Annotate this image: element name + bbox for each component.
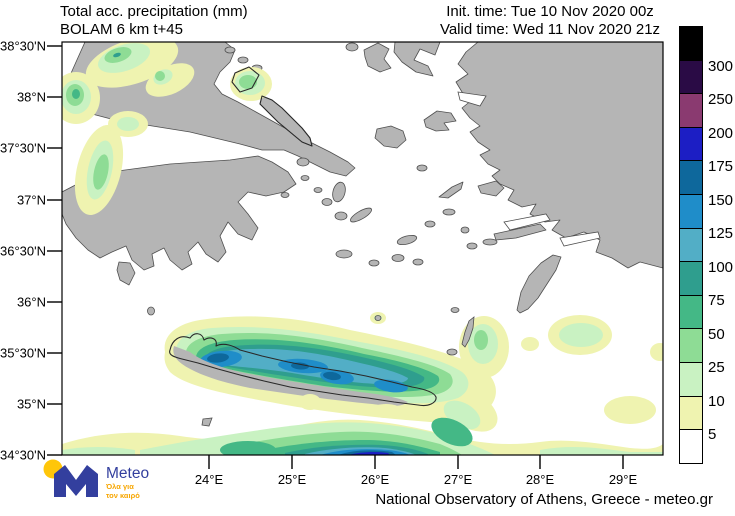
karpathos [461,316,475,348]
valid-time: Valid time: Wed 11 Nov 2020 21z [439,21,661,38]
lat-label: 36°N [17,295,46,310]
colorbar-segment [680,329,702,364]
chios [374,125,407,149]
logo-brand: Meteo [106,465,149,482]
lat-label: 37°30'N [0,141,46,156]
map-title: Total acc. precipitation (mm) [60,3,248,20]
colorbar-segment [680,161,702,196]
colorbar-label: 100 [708,258,734,276]
gulf-inlets [457,91,601,247]
lat-label: 38°30'N [0,39,46,54]
colorbar-segment [680,228,702,263]
colorbar-segment [680,27,702,61]
axis-ticks [47,45,624,469]
coastline-overlays [169,66,437,407]
colorbar-label: 300 [708,57,734,75]
time-block: Init. time: Tue 10 Nov 2020 00z Valid ti… [400,3,700,39]
rhodes [516,254,562,314]
north-aegean-island [393,42,441,77]
lon-label: 24°E [195,472,224,487]
colorbar-segment [680,94,702,128]
islands-over-precip [201,315,475,427]
logo-m-icon [54,465,98,497]
init-time: Init. time: Tue 10 Nov 2020 00z [446,3,654,20]
lon-label: 25°E [278,472,307,487]
colorbar-segment [680,363,702,397]
precip-175-200 [348,451,390,455]
colorbar-label: 25 [708,359,725,376]
lat-label: 35°30'N [0,346,46,361]
model-run-label: BOLAM 6 km t+45 [60,21,183,38]
lemnos [363,42,392,73]
colorbar-label: 75 [708,292,725,309]
lesbos [423,110,457,132]
map-title-block: Total acc. precipitation (mm) BOLAM 6 km… [60,3,248,39]
colorbar-segment [680,430,702,463]
colorbar-label: 50 [708,325,725,343]
colorbar-segment [680,295,702,330]
kasos [446,348,458,356]
lon-label: 27°E [444,472,473,487]
kythira [116,261,136,286]
gavdos [201,417,213,427]
colorbar-label: 5 [708,426,717,443]
colorbar-label: 150 [708,191,734,209]
precip-5-10-extra [299,394,402,418]
lat-label: 38°N [17,90,46,105]
credit-text: National Observatory of Athens, Greece -… [375,491,713,508]
peloponnese [62,155,297,271]
colorbar-label: 250 [708,91,734,108]
santorini [374,315,382,321]
colorbar-label: 10 [708,392,725,410]
lat-label: 35°N [17,397,46,412]
colorbar-label: 175 [708,158,734,175]
logo-tagline-2: τον καιρό [106,491,140,500]
axis-labels: 38°30'N 38°N 37°30'N 37°N 36°30'N 36°N 3… [0,39,637,488]
lon-label: 28°E [526,472,555,487]
lon-label: 26°E [361,472,390,487]
colorbar-segment [680,396,702,431]
map-border [61,41,664,456]
lat-label: 34°30'N [0,448,46,463]
lat-label: 37°N [17,193,46,208]
colorbar-segment [680,127,702,162]
antikythira [147,306,155,316]
colorbar-segment [680,195,702,229]
colorbar-segment [680,60,702,95]
colorbar-segment [680,262,702,296]
colorbar-label: 200 [708,124,734,142]
ikaria [438,181,464,199]
meteo-logo: Meteo Όλα για τον καιρό [43,459,149,500]
lon-label: 29°E [609,472,638,487]
logo-tagline-1: Όλα για [105,482,134,491]
datca-peninsula [493,223,547,241]
lat-label: 36°30'N [0,244,46,259]
crete-south-coast [173,346,408,406]
samos [477,180,505,197]
precipitation-colorbar [679,26,703,464]
colorbar-label: 125 [708,225,734,242]
